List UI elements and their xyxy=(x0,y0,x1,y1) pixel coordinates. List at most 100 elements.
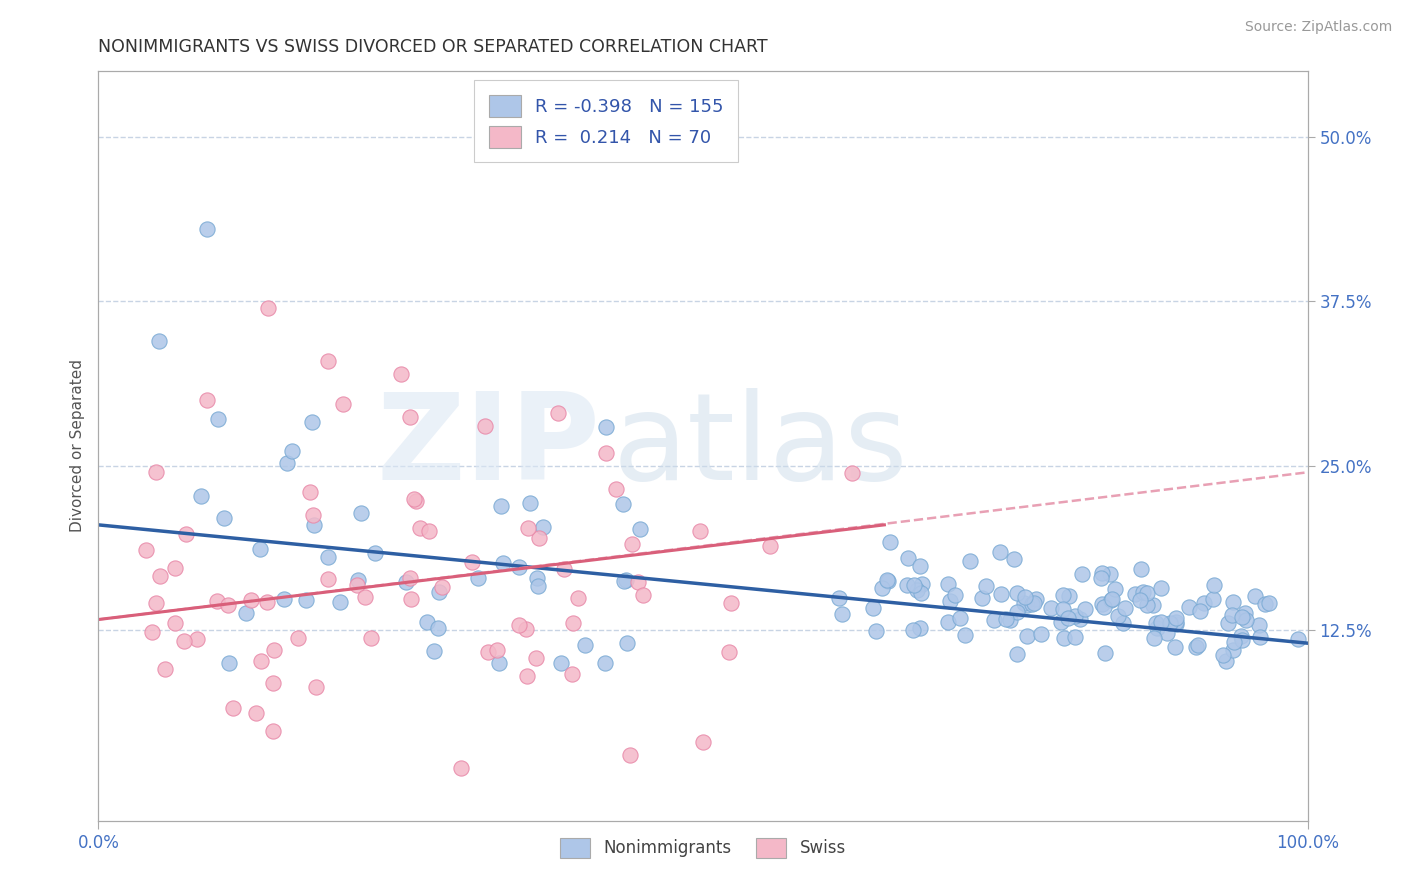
Point xyxy=(240,593,263,607)
Point xyxy=(418,524,440,538)
Point xyxy=(222,701,245,715)
Point xyxy=(190,490,212,504)
Point xyxy=(195,222,218,236)
Point xyxy=(492,557,515,571)
Point xyxy=(256,595,278,609)
Point xyxy=(1150,581,1173,595)
Point xyxy=(1070,566,1092,581)
Point xyxy=(953,628,976,642)
Point xyxy=(1222,595,1244,609)
Point xyxy=(595,420,617,434)
Point xyxy=(316,353,339,368)
Point xyxy=(1057,589,1080,603)
Point xyxy=(983,613,1005,627)
Point xyxy=(1150,615,1173,629)
Point xyxy=(263,642,285,657)
Point xyxy=(1129,593,1152,607)
Point xyxy=(1069,612,1091,626)
Point xyxy=(1212,648,1234,662)
Point xyxy=(163,561,186,575)
Point xyxy=(329,595,352,609)
Point xyxy=(262,675,284,690)
Point xyxy=(1223,634,1246,648)
Point xyxy=(1234,606,1257,620)
Point xyxy=(1216,615,1239,630)
Point xyxy=(831,607,853,621)
Point xyxy=(1166,611,1188,625)
Point xyxy=(423,644,446,658)
Point xyxy=(619,747,641,762)
Point xyxy=(595,445,617,459)
Point xyxy=(1052,602,1074,616)
Point xyxy=(1243,590,1265,604)
Point xyxy=(427,584,450,599)
Point xyxy=(631,588,654,602)
Point xyxy=(207,412,229,426)
Point xyxy=(1220,608,1243,623)
Point xyxy=(1005,605,1028,619)
Point xyxy=(1094,646,1116,660)
Point xyxy=(332,397,354,411)
Point xyxy=(195,392,218,407)
Point xyxy=(1091,566,1114,580)
Point xyxy=(276,456,298,470)
Point xyxy=(399,592,422,607)
Point xyxy=(404,491,426,506)
Point xyxy=(1156,626,1178,640)
Point xyxy=(1166,617,1188,632)
Legend: Nonimmigrants, Swiss: Nonimmigrants, Swiss xyxy=(554,831,852,864)
Point xyxy=(207,594,229,608)
Point xyxy=(165,615,187,630)
Point xyxy=(273,592,295,607)
Point xyxy=(612,497,634,511)
Point xyxy=(567,591,589,605)
Point xyxy=(1249,631,1271,645)
Point xyxy=(828,591,851,605)
Point xyxy=(301,415,323,429)
Point xyxy=(1098,567,1121,582)
Point xyxy=(1104,582,1126,596)
Point xyxy=(553,561,575,575)
Point xyxy=(299,484,322,499)
Point xyxy=(519,496,541,510)
Point xyxy=(614,574,637,588)
Point xyxy=(692,735,714,749)
Text: atlas: atlas xyxy=(613,387,908,505)
Point xyxy=(245,706,267,720)
Point xyxy=(1031,627,1053,641)
Point xyxy=(174,526,197,541)
Point xyxy=(416,615,439,629)
Point xyxy=(515,622,537,636)
Point xyxy=(998,613,1021,627)
Point xyxy=(1099,592,1122,607)
Point xyxy=(1286,632,1309,647)
Point xyxy=(1234,614,1257,628)
Point xyxy=(316,549,339,564)
Point xyxy=(1064,630,1087,644)
Point xyxy=(516,669,538,683)
Point xyxy=(350,506,373,520)
Point xyxy=(959,554,981,568)
Point xyxy=(943,588,966,602)
Point xyxy=(408,521,430,535)
Point xyxy=(1164,640,1187,655)
Point xyxy=(1112,616,1135,631)
Point xyxy=(399,571,422,585)
Point xyxy=(1052,588,1074,602)
Point xyxy=(1159,616,1181,631)
Point xyxy=(911,577,934,591)
Point xyxy=(908,558,931,573)
Point xyxy=(901,623,924,637)
Point xyxy=(879,535,901,549)
Point xyxy=(974,579,997,593)
Point xyxy=(405,494,427,508)
Point xyxy=(896,578,918,592)
Point xyxy=(145,466,167,480)
Point xyxy=(212,510,235,524)
Point xyxy=(1107,608,1129,623)
Point xyxy=(1017,598,1039,612)
Point xyxy=(249,654,271,668)
Point xyxy=(720,596,742,610)
Point xyxy=(1142,598,1164,612)
Point xyxy=(524,651,547,665)
